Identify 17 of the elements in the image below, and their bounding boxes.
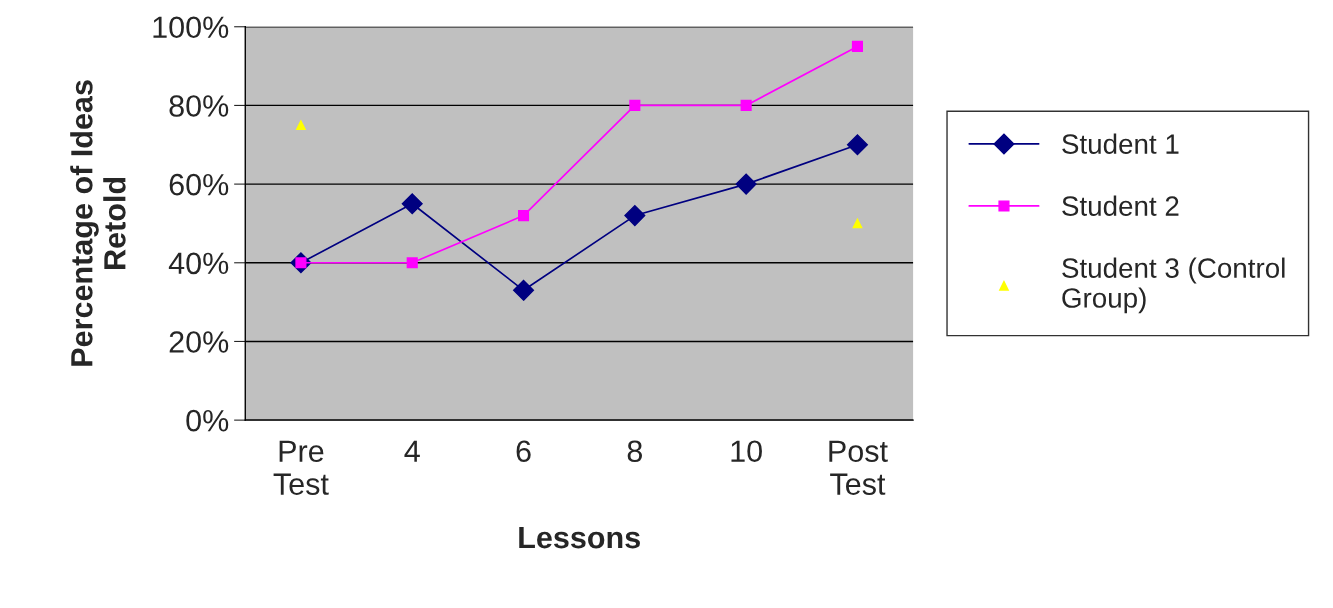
y-tick-label: 40% bbox=[168, 252, 229, 275]
y-axis-title: Percentage of Ideas Retold bbox=[70, 80, 126, 366]
legend-label: Student 1 bbox=[1062, 133, 1179, 154]
legend-label: Student 2 bbox=[1062, 195, 1179, 216]
y-tick-label: 20% bbox=[169, 331, 229, 353]
x-axis-title: Lessons bbox=[519, 527, 640, 549]
y-tick-label: 100% bbox=[153, 16, 229, 39]
y-tick-label: 60% bbox=[169, 173, 229, 196]
x-tick-label: 8 bbox=[627, 440, 643, 463]
x-tick-label: 6 bbox=[516, 440, 531, 463]
x-tick-label: Pre Test bbox=[273, 440, 329, 495]
x-tick-label: 4 bbox=[404, 440, 420, 462]
x-tick-label: 10 bbox=[731, 440, 762, 463]
y-tick-label: 80% bbox=[169, 95, 229, 117]
y-tick-label: 0% bbox=[186, 409, 229, 432]
x-tick-label: Post Test bbox=[829, 440, 888, 495]
legend-label: Student 3 (Control Group) bbox=[1062, 257, 1285, 314]
